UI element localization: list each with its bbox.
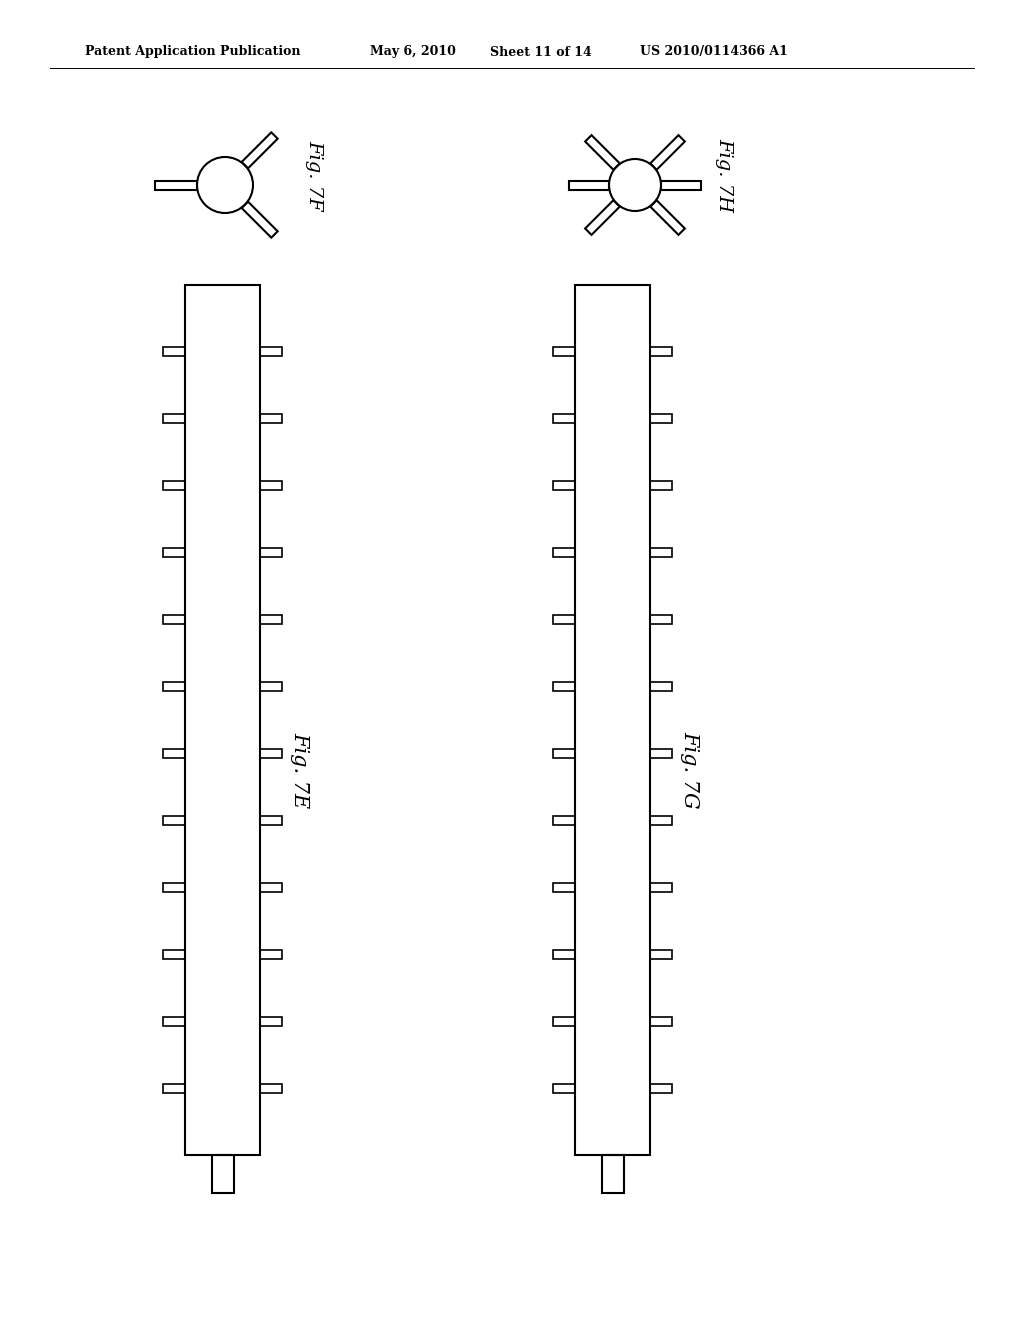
Bar [650, 615, 672, 624]
Bar [650, 414, 672, 424]
Bar [260, 1084, 282, 1093]
Bar [553, 482, 575, 490]
Bar [553, 949, 575, 958]
Bar [650, 949, 672, 958]
Bar [650, 883, 672, 892]
Bar [650, 1016, 672, 1026]
Bar [260, 347, 282, 356]
Text: Fig. 7E: Fig. 7E [290, 731, 309, 808]
Bar [553, 883, 575, 892]
Bar [212, 1155, 233, 1193]
Bar [553, 347, 575, 356]
Bar [650, 347, 672, 356]
Bar [163, 482, 185, 490]
Bar [260, 482, 282, 490]
Bar [553, 414, 575, 424]
Bar [553, 682, 575, 692]
Bar [553, 1016, 575, 1026]
Text: Fig. 7G: Fig. 7G [680, 731, 699, 809]
Bar [553, 748, 575, 758]
Bar [553, 1084, 575, 1093]
Bar [260, 414, 282, 424]
Bar [650, 482, 672, 490]
Bar [163, 414, 185, 424]
Bar [260, 949, 282, 958]
Bar [163, 682, 185, 692]
Bar [260, 883, 282, 892]
Bar [260, 682, 282, 692]
Bar [650, 1084, 672, 1093]
Text: Fig. 7H: Fig. 7H [715, 137, 733, 213]
Text: Fig. 7F: Fig. 7F [305, 140, 323, 210]
Bar [650, 548, 672, 557]
Bar [163, 548, 185, 557]
Text: Patent Application Publication: Patent Application Publication [85, 45, 300, 58]
Bar [575, 285, 650, 1155]
Bar [163, 615, 185, 624]
Bar [163, 949, 185, 958]
Bar [601, 1155, 624, 1193]
Bar [260, 816, 282, 825]
Bar [163, 816, 185, 825]
Bar [163, 748, 185, 758]
Text: US 2010/0114366 A1: US 2010/0114366 A1 [640, 45, 787, 58]
Bar [260, 548, 282, 557]
Bar [260, 615, 282, 624]
Bar [553, 615, 575, 624]
Bar [650, 682, 672, 692]
Bar [553, 816, 575, 825]
Bar [163, 1016, 185, 1026]
Text: May 6, 2010: May 6, 2010 [370, 45, 456, 58]
Bar [553, 548, 575, 557]
Bar [260, 1016, 282, 1026]
Bar [163, 883, 185, 892]
Bar [185, 285, 260, 1155]
Bar [163, 1084, 185, 1093]
Bar [650, 748, 672, 758]
Bar [650, 816, 672, 825]
Bar [163, 347, 185, 356]
Bar [260, 748, 282, 758]
Text: Sheet 11 of 14: Sheet 11 of 14 [490, 45, 592, 58]
